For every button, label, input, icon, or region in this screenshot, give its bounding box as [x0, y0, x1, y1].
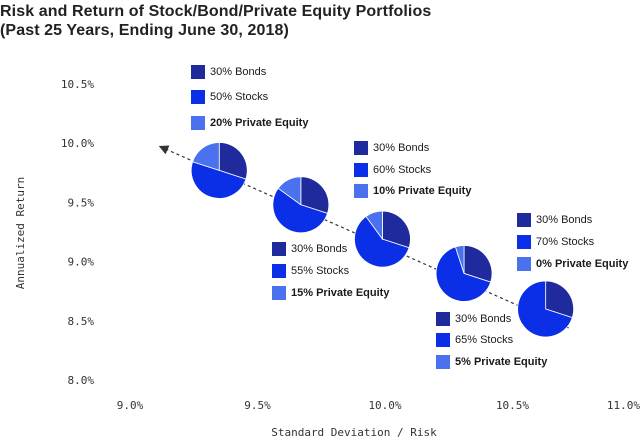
bonds-swatch	[191, 65, 205, 79]
pe-swatch	[436, 355, 450, 369]
legend-stocks-label: 50% Stocks	[210, 90, 269, 103]
trend-arrow	[158, 145, 569, 329]
stocks-slice	[435, 246, 492, 302]
x-tick-label: 9.0%	[117, 399, 144, 412]
bonds-swatch	[517, 213, 531, 227]
bonds-swatch	[272, 242, 286, 256]
x-axis-label: Standard Deviation / Risk	[271, 426, 437, 439]
legend-pe-label: 5% Private Equity	[455, 355, 548, 368]
stocks-slice	[517, 280, 573, 338]
stocks-slice	[272, 187, 328, 234]
chart-title: Risk and Return of Stock/Bond/Private Eq…	[0, 2, 431, 40]
legend-stocks-label: 65% Stocks	[455, 333, 514, 346]
y-axis: 10.5% 10.0% 9.5% 9.0% 8.5% 8.0%	[61, 78, 94, 387]
stocks-swatch	[354, 163, 368, 177]
title-line-2: (Past 25 Years, Ending June 30, 2018)	[0, 22, 289, 39]
legend-stocks-label: 60% Stocks	[373, 163, 432, 176]
legend-stocks-label: 70% Stocks	[536, 235, 595, 248]
pe-slice	[454, 245, 465, 274]
y-axis-label: Annualized Return	[14, 177, 27, 290]
pie-markers	[190, 142, 575, 338]
legend-pe-label: 0% Private Equity	[536, 257, 629, 270]
pe-slice	[365, 210, 383, 241]
pe-swatch	[272, 286, 286, 300]
x-axis: 9.0% 9.5% 10.0% 10.5% 11.0%	[117, 399, 640, 412]
pie-marker-5	[517, 280, 575, 338]
stocks-swatch	[517, 235, 531, 249]
stocks-slice	[354, 215, 410, 268]
legend-pe-label: 15% Private Equity	[291, 286, 390, 299]
bonds-slice	[382, 210, 411, 249]
pie-marker-3	[354, 210, 411, 268]
legend-stocks-label: 55% Stocks	[291, 264, 350, 277]
x-tick-label: 10.0%	[368, 399, 401, 412]
pe-swatch	[191, 116, 205, 130]
y-tick-label: 8.5%	[68, 315, 95, 328]
x-tick-label: 9.5%	[244, 399, 271, 412]
legend-bonds-label: 30% Bonds	[536, 213, 593, 226]
stocks-swatch	[272, 264, 286, 278]
legend-bonds-label: 30% Bonds	[455, 312, 512, 325]
bonds-slice	[218, 142, 248, 180]
bonds-swatch	[436, 312, 450, 326]
stocks-swatch	[191, 90, 205, 104]
y-tick-label: 9.0%	[68, 256, 95, 269]
bonds-slice	[463, 245, 493, 283]
pe-slice	[277, 176, 302, 206]
x-tick-label: 10.5%	[496, 399, 529, 412]
y-tick-label: 8.0%	[68, 374, 95, 387]
pe-swatch	[354, 184, 368, 198]
bonds-slice	[545, 280, 575, 319]
title-line-1: Risk and Return of Stock/Bond/Private Eq…	[0, 3, 432, 20]
y-tick-label: 9.5%	[68, 196, 95, 209]
legend-bonds-label: 30% Bonds	[373, 141, 430, 154]
pe-swatch	[517, 257, 531, 271]
legend-pe-label: 20% Private Equity	[210, 116, 309, 129]
legend-bonds-label: 30% Bonds	[291, 242, 348, 255]
stocks-swatch	[436, 333, 450, 347]
y-tick-label: 10.5%	[61, 78, 94, 91]
bonds-slice	[300, 176, 330, 214]
bonds-swatch	[354, 141, 368, 155]
x-tick-label: 11.0%	[607, 399, 640, 412]
y-tick-label: 10.0%	[61, 137, 94, 150]
pie-marker-2	[272, 176, 330, 234]
pie-marker-1	[190, 142, 248, 199]
legend-pe-label: 10% Private Equity	[373, 184, 472, 197]
pie-marker-4	[435, 245, 493, 302]
legend-bonds-label: 30% Bonds	[210, 65, 267, 78]
pe-slice	[192, 142, 220, 171]
stocks-slice	[190, 161, 247, 199]
